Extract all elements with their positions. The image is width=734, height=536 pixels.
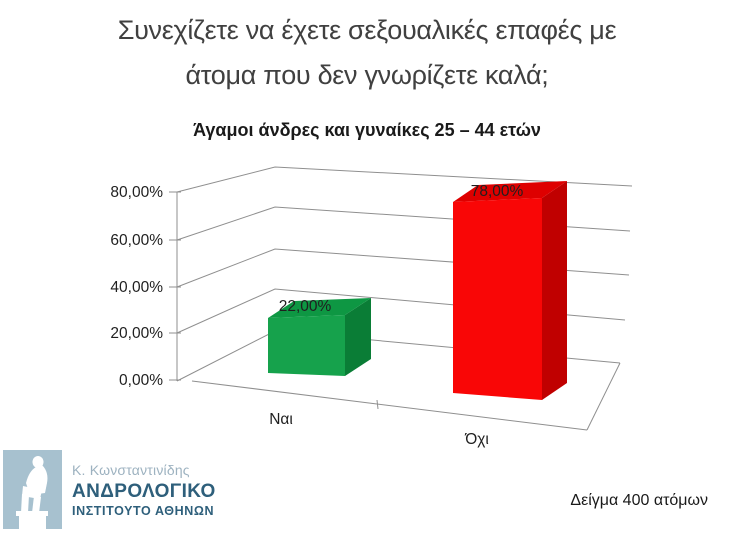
logo-org-line2: ΙΝΣΤΙΤΟΥΤΟ ΑΘΗΝΩΝ — [72, 504, 215, 518]
value-label-nai: 22,00% — [279, 298, 332, 315]
thinker-statue-icon — [16, 456, 48, 529]
page-title: Συνεχίζετε να έχετε σεξουαλικές επαφές μ… — [0, 8, 734, 98]
page-title-line1: Συνεχίζετε να έχετε σεξουαλικές επαφές μ… — [117, 15, 617, 45]
sample-note: Δείγμα 400 ατόμων — [570, 492, 708, 509]
category-axis-tick — [376, 399, 379, 410]
floor-right-edge — [586, 362, 621, 431]
page-title-line2: άτομα που δεν γνωρίζετε καλά; — [185, 60, 549, 90]
bar-nai-front — [268, 315, 345, 376]
ytick-label-40: 40,00% — [110, 279, 163, 296]
gridline-80 — [176, 166, 633, 193]
bar-nai-top — [268, 298, 371, 318]
bar-ohi-side — [542, 181, 567, 400]
value-label-ohi: 78,00% — [471, 183, 524, 200]
value-axis-labels: 0,00% 20,00% 40,00% 60,00% 80,00% — [110, 184, 163, 389]
chart-title: Άγαμοι άνδρες και γυναίκες 25 – 44 ετών — [193, 120, 541, 140]
ytick-label-80: 80,00% — [110, 184, 163, 201]
logo-tile — [3, 450, 62, 529]
value-axis-ticks — [169, 191, 181, 381]
logo-org-line1: ΑΝΔΡΟΛΟΓΙΚΟ — [72, 481, 216, 502]
bar-ohi — [453, 181, 567, 400]
ytick-label-20: 20,00% — [110, 325, 163, 342]
ytick-label-60: 60,00% — [110, 232, 163, 249]
category-label-nai: Ναι — [269, 411, 293, 428]
floor-front-edge — [191, 380, 588, 431]
category-label-ohi: Όχι — [464, 431, 489, 448]
ytick-label-0: 0,00% — [119, 372, 163, 389]
logo-name: Κ. Κωνσταντινίδης — [72, 462, 190, 478]
bar-nai — [268, 298, 371, 376]
bar-ohi-top — [453, 181, 567, 202]
logo: Κ. Κωνσταντινίδης ΑΝΔΡΟΛΟΓΙΚΟ ΙΝΣΤΙΤΟΥΤΟ… — [3, 450, 283, 530]
bar-nai-side — [345, 298, 371, 376]
logo-text: Κ. Κωνσταντινίδης ΑΝΔΡΟΛΟΓΙΚΟ ΙΝΣΤΙΤΟΥΤΟ… — [72, 463, 216, 518]
bar-ohi-front — [453, 198, 542, 400]
